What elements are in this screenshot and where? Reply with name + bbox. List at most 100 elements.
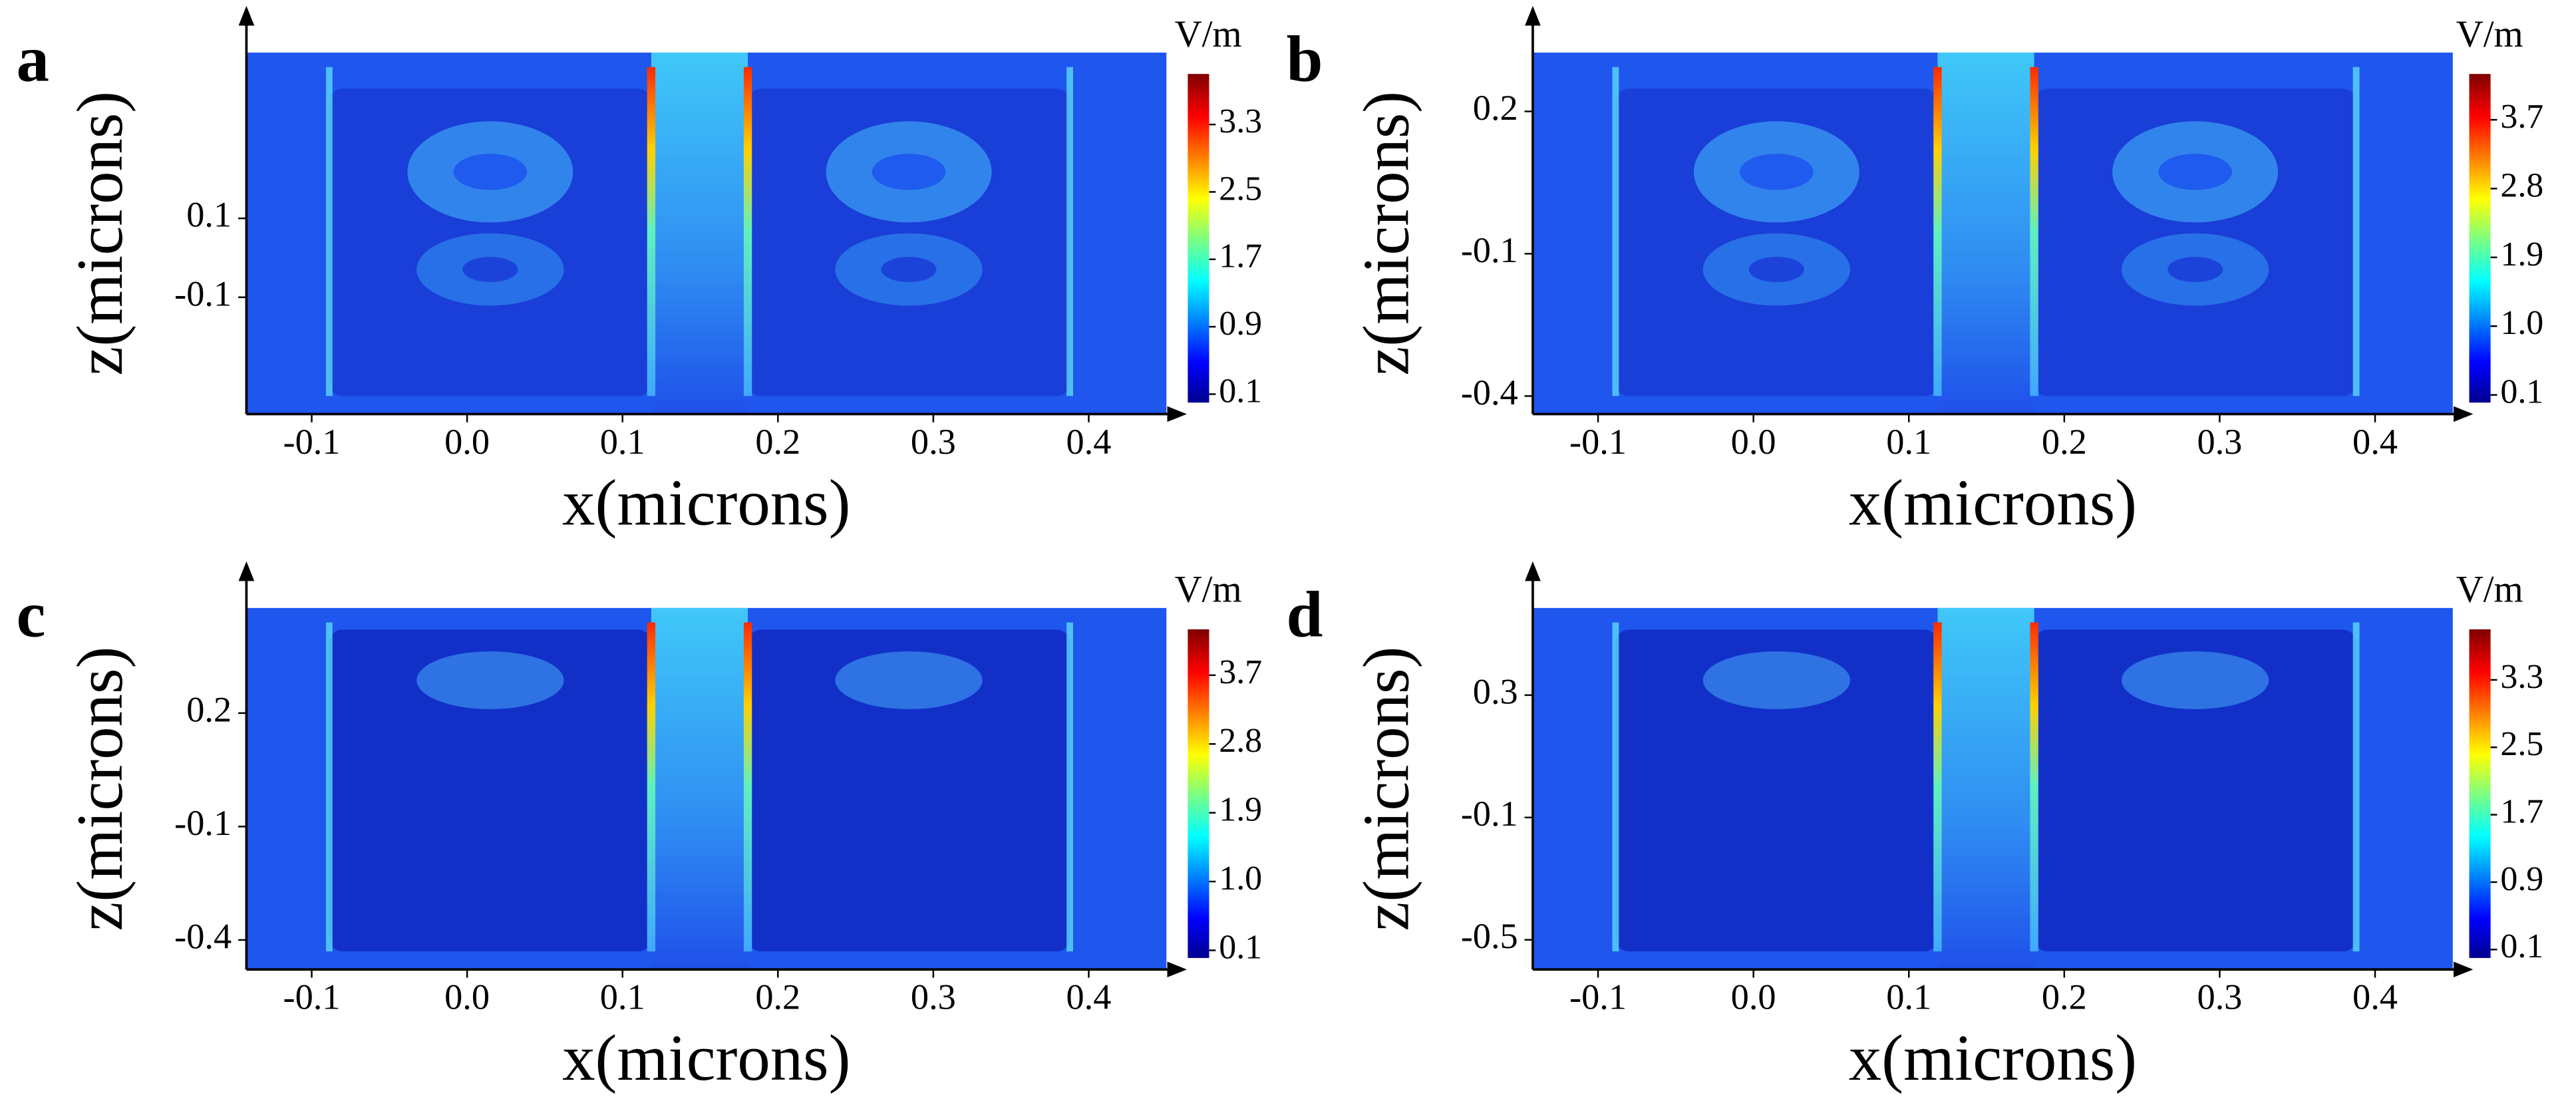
- colorbar-tick-label: 0.1: [2500, 373, 2543, 411]
- x-tick-label: 0.0: [444, 422, 490, 462]
- y-tick-label: -0.4: [174, 916, 232, 956]
- y-axis-label: z(microns): [1351, 647, 1423, 931]
- field-hotspot: [1933, 622, 1942, 952]
- y-tick-label: 0.1: [186, 195, 232, 235]
- panel: -0.1 0.0 0.1 0.2 0.3 0.4 -0.5 -0.1 0.3 x(microns)…: [1287, 561, 2543, 1094]
- field-mode: [1702, 651, 1851, 710]
- colorbar: [2469, 74, 2491, 403]
- field-edge: [325, 67, 333, 397]
- colorbar: [2469, 629, 2491, 958]
- field-hotspot: [1933, 67, 1942, 397]
- field-gap: [1937, 53, 2034, 414]
- field-hotspot: [743, 622, 752, 952]
- y-axis-label: z(microns): [1351, 91, 1423, 376]
- colorbar: [1188, 74, 1209, 403]
- colorbar-tick-label: 0.9: [2500, 860, 2543, 898]
- x-tick-label: 0.3: [911, 422, 956, 462]
- field-mode: [1740, 154, 1814, 190]
- panel: -0.1 0.0 0.1 0.2 0.3 0.4 -0.4 -0.1 0.2 x(microns)…: [17, 561, 1262, 1094]
- colorbar-tick-label: 3.3: [1219, 102, 1262, 140]
- field-edge: [325, 622, 333, 952]
- panel-label: a: [17, 23, 49, 95]
- field-edge: [2352, 622, 2360, 952]
- x-tick-label: 0.4: [1066, 422, 1112, 462]
- panel-label: c: [17, 578, 46, 651]
- x-tick-label: -0.1: [283, 422, 341, 462]
- x-tick-label: 0.4: [2352, 977, 2398, 1017]
- x-tick-label: 0.2: [2042, 977, 2087, 1017]
- colorbar-tick-label: 2.8: [2500, 166, 2543, 204]
- field-mode: [881, 257, 937, 283]
- x-axis-label: x(microns): [1849, 466, 2137, 539]
- x-tick-label: -0.1: [1569, 422, 1627, 462]
- y-axis-label: z(microns): [64, 647, 136, 931]
- field-hotspot: [2030, 622, 2038, 952]
- field-mode: [2158, 154, 2232, 190]
- x-tick-label: 0.4: [1066, 977, 1112, 1017]
- x-tick-label: 0.1: [1886, 977, 1931, 1017]
- y-tick-label: 0.2: [1473, 88, 1518, 128]
- colorbar-tick-label: 0.1: [1219, 372, 1262, 410]
- x-tick-label: 0.4: [2352, 422, 2398, 462]
- field-edge: [2352, 67, 2360, 397]
- y-tick-label: -0.1: [174, 803, 232, 843]
- y-tick-label: -0.1: [174, 273, 232, 313]
- colorbar-tick-label: 1.9: [2500, 236, 2543, 273]
- x-tick-label: 0.2: [755, 422, 800, 462]
- colorbar-tick-label: 0.1: [1219, 928, 1262, 966]
- x-tick-label: 0.2: [755, 977, 800, 1017]
- y-axis-label: z(microns): [64, 91, 136, 376]
- field-mode: [462, 257, 518, 283]
- panel: -0.1 0.0 0.1 0.2 0.3 0.4-0.4-0.10.2x(microns)…: [1287, 5, 2543, 539]
- panel-label: d: [1287, 578, 1323, 651]
- colorbar-label: V/m: [2456, 569, 2523, 611]
- y-tick-label: -0.5: [1461, 916, 1518, 956]
- y-tick-label: 0.2: [186, 689, 232, 729]
- field-gap: [1937, 607, 2034, 970]
- panel-label: b: [1287, 23, 1323, 95]
- x-tick-label: -0.1: [283, 977, 341, 1017]
- field-mode: [1748, 257, 1804, 283]
- colorbar-tick-label: 1.0: [1219, 860, 1262, 897]
- field-edge: [1066, 622, 1074, 952]
- field-gap: [651, 53, 748, 414]
- field-edge: [1612, 622, 1619, 952]
- x-tick-label: 0.1: [600, 977, 645, 1017]
- x-tick-label: 0.3: [2197, 422, 2242, 462]
- y-tick-label: -0.1: [1461, 794, 1518, 834]
- colorbar-tick-label: 2.5: [2500, 725, 2543, 763]
- colorbar: [1188, 629, 1209, 958]
- x-axis-label: x(microns): [1849, 1022, 2137, 1094]
- x-tick-label: 0.1: [600, 422, 645, 462]
- field-mode: [2168, 257, 2223, 283]
- x-axis-label: x(microns): [562, 1022, 850, 1094]
- x-axis-label: x(microns): [562, 466, 850, 539]
- field-mode: [416, 651, 564, 710]
- y-tick-label: -0.1: [1461, 230, 1518, 270]
- field-block: [2034, 629, 2356, 952]
- x-tick-label: 0.3: [2197, 977, 2242, 1017]
- x-tick-label: 0.2: [2042, 422, 2087, 462]
- field-mode: [453, 154, 528, 190]
- colorbar-tick-label: 2.8: [1219, 722, 1262, 760]
- field-hotspot: [647, 622, 656, 952]
- y-tick-label: 0.3: [1473, 671, 1518, 711]
- field-edge: [1066, 67, 1074, 397]
- x-tick-label: 0.0: [1731, 422, 1776, 462]
- colorbar-tick-label: 0.9: [1219, 305, 1262, 343]
- x-tick-label: 0.1: [1886, 422, 1931, 462]
- field-mode: [835, 651, 983, 710]
- x-tick-label: 0.0: [444, 977, 490, 1017]
- field-mode: [872, 154, 946, 190]
- colorbar-tick-label: 1.9: [1219, 791, 1262, 829]
- field-block: [1615, 629, 1938, 952]
- colorbar-tick-label: 0.1: [2500, 927, 2543, 965]
- field-hotspot: [647, 67, 656, 397]
- x-tick-label: 0.3: [911, 977, 956, 1017]
- colorbar-tick-label: 3.7: [2500, 98, 2543, 136]
- colorbar-tick-label: 3.7: [1219, 653, 1262, 691]
- colorbar-tick-label: 3.3: [2500, 658, 2543, 696]
- field-hotspot: [2030, 67, 2038, 397]
